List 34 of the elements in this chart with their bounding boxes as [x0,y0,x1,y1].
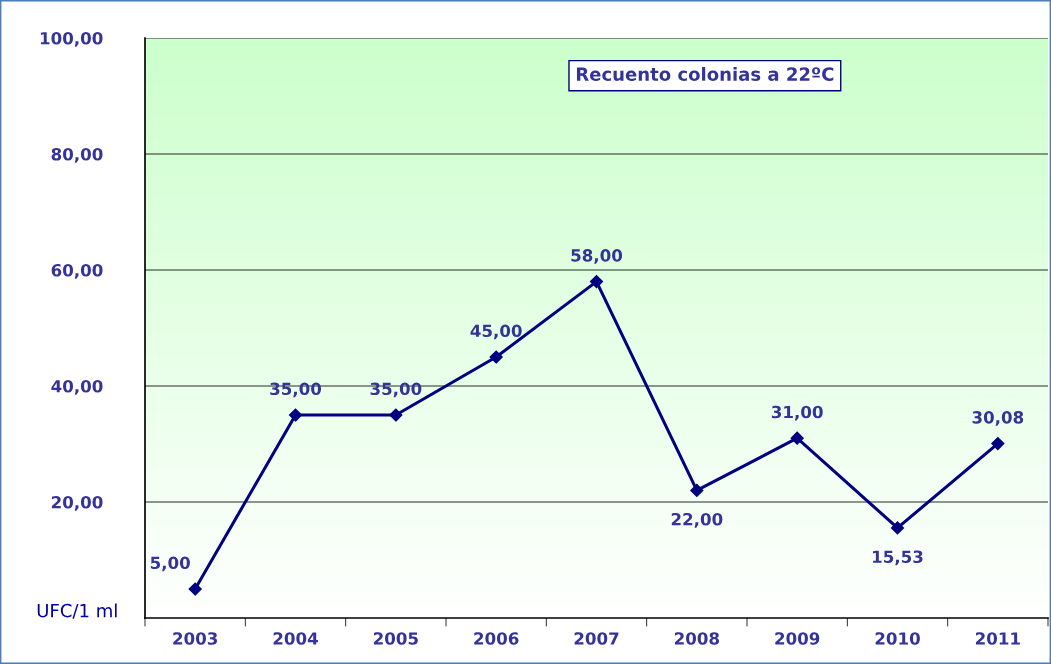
y-tick-label: 40,00 [51,379,103,395]
point [790,431,804,445]
data-label: 5,00 [150,556,190,572]
data-label: 31,00 [771,405,823,421]
point [489,350,503,364]
point [991,436,1005,451]
x-tick-label: 2006 [474,632,519,645]
x-tick-label: 2010 [875,632,920,645]
x-tick-label: 2005 [373,632,418,645]
data-label: 22,00 [671,512,723,528]
data-label: 35,00 [270,382,322,398]
point [589,275,604,289]
text: Recuento colonias a 22ºC [576,66,834,81]
point [288,408,303,422]
data-label: 58,00 [571,249,623,264]
y-axis-title: UFC/1 ml [37,603,117,619]
x-tick-label: 2004 [273,632,318,645]
data-label: 35,00 [370,382,422,398]
x-tick-label: 2011 [975,632,1020,645]
point [389,408,403,422]
x-tick-label: 2003 [173,632,218,645]
point [890,521,905,535]
x-tick-label: 2009 [775,632,820,645]
y-tick-label: 20,00 [51,495,103,511]
point [188,582,202,596]
data-label: 30,08 [972,411,1024,426]
y-tick-label: 80,00 [51,147,103,163]
y-tick-label: 100,00 [40,31,103,47]
x-tick-label: 2007 [574,632,619,645]
x-tick-label: 2008 [674,632,719,645]
y-tick-label: 60,00 [51,263,103,279]
data-label: 15,53 [873,550,923,566]
point [690,483,704,497]
data-label: 45,00 [470,324,522,340]
